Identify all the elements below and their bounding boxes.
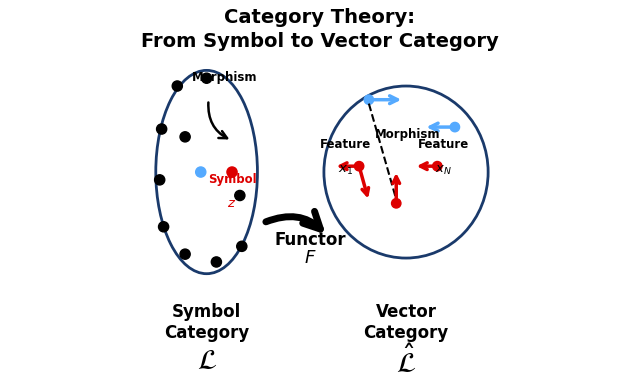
Circle shape (155, 175, 164, 185)
Circle shape (235, 190, 245, 201)
Text: $x_1$: $x_1$ (338, 164, 353, 178)
Ellipse shape (324, 86, 488, 258)
Text: $z$: $z$ (227, 197, 237, 210)
Text: $F$: $F$ (304, 249, 317, 267)
Text: Symbol: Symbol (208, 173, 257, 186)
Circle shape (180, 249, 190, 259)
Circle shape (202, 73, 212, 83)
Text: Symbol
Category: Symbol Category (164, 303, 249, 342)
Circle shape (433, 161, 442, 171)
Circle shape (180, 132, 190, 142)
Circle shape (172, 81, 182, 91)
Circle shape (196, 167, 206, 177)
Circle shape (364, 95, 374, 104)
Text: $\hat{\mathcal{L}}$: $\hat{\mathcal{L}}$ (396, 345, 416, 378)
Text: Category Theory:: Category Theory: (225, 8, 415, 27)
Circle shape (392, 199, 401, 208)
Text: Feature: Feature (320, 138, 371, 151)
Circle shape (237, 241, 247, 251)
Text: From Symbol to Vector Category: From Symbol to Vector Category (141, 32, 499, 50)
Text: Vector
Category: Vector Category (364, 303, 449, 342)
Text: Morphism: Morphism (375, 128, 441, 142)
Circle shape (227, 167, 237, 177)
Circle shape (211, 257, 221, 267)
Circle shape (450, 122, 460, 132)
Text: Functor: Functor (275, 231, 346, 249)
Text: $\mathcal{L}$: $\mathcal{L}$ (196, 348, 217, 375)
Circle shape (159, 222, 169, 232)
Text: $x_N$: $x_N$ (435, 164, 452, 178)
Text: Morphism: Morphism (191, 71, 257, 84)
Circle shape (355, 161, 364, 171)
Circle shape (157, 124, 167, 134)
Ellipse shape (156, 70, 257, 274)
Text: Feature: Feature (417, 138, 468, 151)
